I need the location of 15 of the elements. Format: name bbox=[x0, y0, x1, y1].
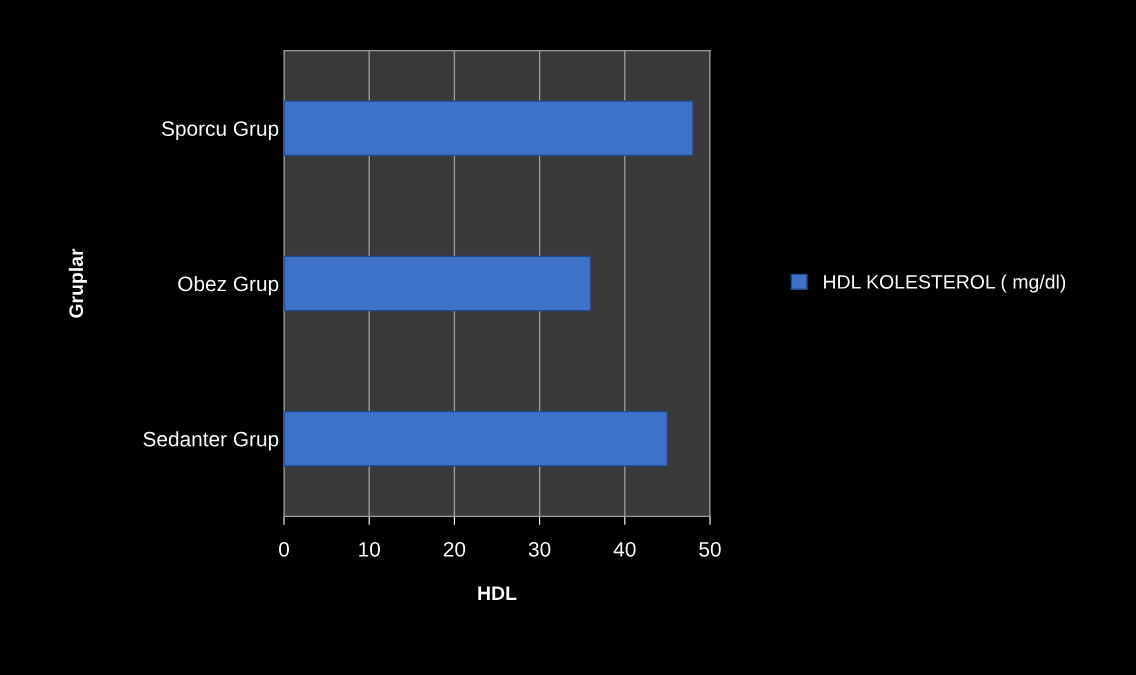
y-axis-title: Gruplar bbox=[68, 248, 87, 318]
bar bbox=[284, 410, 669, 467]
bar bbox=[284, 100, 694, 157]
y-tick-label: Obez Grup bbox=[178, 275, 279, 296]
x-tick-label: 10 bbox=[359, 541, 380, 557]
y-tick-label: Sedanter Grup bbox=[143, 431, 279, 451]
x-tick-label: 20 bbox=[443, 541, 466, 557]
x-axis-title: HDL bbox=[478, 586, 517, 600]
x-tick-label: 40 bbox=[613, 541, 636, 557]
x-tick-label: 50 bbox=[699, 541, 721, 557]
legend-label: HDL KOLESTEROL ( mg/dl) bbox=[824, 274, 1066, 293]
x-tick-label: 30 bbox=[528, 541, 551, 557]
y-tick-label: Sporcu Grup bbox=[161, 121, 279, 141]
bar bbox=[284, 255, 592, 312]
x-tick-label: 0 bbox=[279, 541, 289, 557]
